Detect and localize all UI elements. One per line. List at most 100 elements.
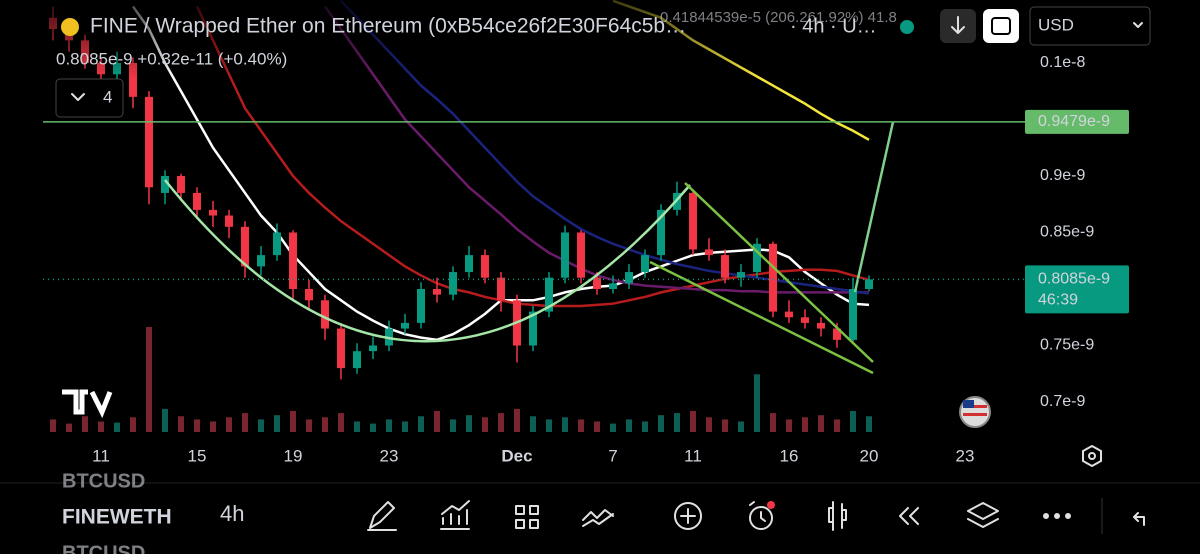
alert-tool[interactable] — [749, 506, 773, 530]
add-tool[interactable] — [674, 502, 702, 530]
candle-body — [609, 283, 617, 290]
last-price-label: 0.8085e-9 — [1038, 271, 1110, 288]
layers-tool[interactable] — [967, 502, 999, 528]
candle-body — [337, 328, 345, 369]
more-dot[interactable] — [1043, 513, 1049, 519]
candle-body — [401, 322, 409, 329]
x-tick-label: 7 — [608, 446, 617, 465]
candle-body — [369, 345, 377, 352]
y-tick-label: 0.85e-9 — [1040, 224, 1094, 241]
volume-bar — [114, 422, 120, 432]
candle-body — [161, 175, 169, 193]
chevron — [71, 93, 85, 101]
candle-body — [193, 192, 201, 210]
candle-body — [481, 255, 489, 278]
x-tick-label: 15 — [188, 446, 207, 465]
chart-type-tool[interactable] — [828, 501, 847, 531]
candle-body — [833, 328, 841, 340]
settings-button[interactable] — [1082, 445, 1102, 467]
flag-stripe — [963, 413, 987, 416]
volume-bar — [818, 415, 824, 432]
candle-body — [769, 243, 777, 312]
settings-dot — [1088, 452, 1096, 460]
last-price-tag — [1025, 265, 1129, 314]
symbol-prev[interactable]: BTCUSD — [62, 470, 145, 492]
volume-bar — [738, 421, 744, 432]
interval-button[interactable]: 4h — [220, 501, 244, 526]
volume-bar — [674, 413, 680, 432]
volume-bar — [498, 413, 504, 432]
candle-body — [545, 277, 553, 312]
header-shade — [0, 0, 1020, 78]
x-tick-label: 19 — [284, 446, 303, 465]
y-tick-label: 0.9e-9 — [1040, 167, 1085, 184]
candle-body — [273, 232, 281, 256]
alert-dot — [767, 501, 775, 509]
templates-tool[interactable] — [515, 505, 539, 529]
volume-bar — [658, 415, 664, 432]
tradingview-logo — [62, 389, 113, 419]
volume-bar — [546, 419, 552, 432]
alert-hands — [749, 501, 766, 522]
symbol-next[interactable]: BTCUSD — [62, 542, 145, 554]
more-dot[interactable] — [1054, 513, 1060, 519]
volume-bar — [50, 419, 56, 432]
interval-label[interactable]: · 4h · U… — [790, 15, 877, 37]
volume-bar — [706, 417, 712, 432]
candle-body — [465, 255, 473, 273]
symbol-current[interactable]: FINEWETH — [62, 506, 172, 529]
replay-tool[interactable] — [899, 507, 919, 525]
volume-bar — [434, 411, 440, 432]
candle-body — [241, 226, 249, 267]
symbol-title[interactable]: FINE / Wrapped Ether on Ethereum (0xB54c… — [90, 15, 686, 38]
x-tick-label: 16 — [780, 446, 799, 465]
volume-bar — [274, 415, 280, 432]
volume-bar — [354, 421, 360, 432]
candle-body — [593, 277, 601, 290]
indicators-tool[interactable] — [440, 500, 470, 530]
indicators-toggle[interactable] — [55, 78, 124, 118]
candle-body — [689, 192, 697, 250]
layout-button[interactable] — [983, 9, 1019, 43]
layout-icon — [991, 17, 1011, 35]
volume-bar — [418, 416, 424, 432]
candle-body — [657, 209, 665, 256]
moving-average — [340, 0, 870, 295]
flag-stripe — [963, 405, 987, 408]
volume-bar — [402, 421, 408, 432]
symbol-icon[interactable] — [61, 18, 79, 36]
currency-select[interactable] — [1029, 6, 1151, 46]
volume-bar — [370, 423, 376, 432]
x-tick-label: 23 — [380, 446, 399, 465]
volume-bar — [66, 423, 72, 432]
volume-bar — [242, 413, 248, 432]
candle-body — [785, 311, 793, 318]
volume-bar — [146, 327, 152, 432]
compare-tool[interactable] — [582, 509, 614, 527]
draw-tool[interactable] — [367, 501, 397, 531]
volume-bar — [226, 417, 232, 432]
volume-bar — [98, 421, 104, 432]
download-icon — [951, 16, 965, 34]
volume-bar — [802, 417, 808, 432]
price-line-tag — [1025, 109, 1129, 134]
price-change: 0.8085e-9 +0.32e-11 (+0.40%) — [56, 49, 287, 68]
candle-body — [449, 272, 457, 295]
chevron — [1133, 22, 1143, 28]
candle-body — [305, 289, 313, 301]
volume-bar — [610, 423, 616, 432]
volume-bar — [722, 419, 728, 432]
fade — [195, 495, 215, 540]
price-line-label: 0.9479e-9 — [1038, 113, 1110, 130]
flag-canton — [963, 400, 974, 408]
back-tool[interactable] — [1133, 512, 1145, 526]
target-arrow — [853, 121, 895, 293]
candle-body — [497, 277, 505, 301]
more-dot[interactable] — [1065, 513, 1071, 519]
volume-bar — [210, 421, 216, 432]
wedge-lower — [649, 260, 874, 375]
candle-body — [817, 322, 825, 329]
volume-bar — [194, 419, 200, 432]
volume-bar — [306, 419, 312, 432]
